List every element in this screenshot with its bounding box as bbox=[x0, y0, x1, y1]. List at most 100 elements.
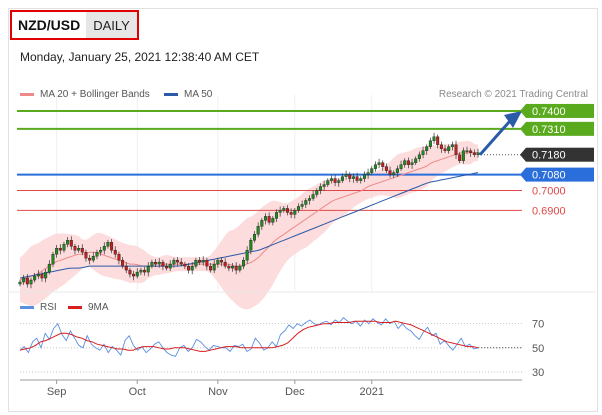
candle bbox=[139, 267, 143, 276]
candle-body bbox=[62, 244, 66, 251]
candle-body bbox=[384, 166, 388, 171]
candle bbox=[66, 237, 70, 248]
candle bbox=[304, 198, 308, 209]
legend-9ma: 9MA bbox=[68, 302, 109, 313]
candle bbox=[278, 206, 282, 217]
candle-body bbox=[22, 277, 26, 283]
candle-body bbox=[285, 208, 289, 213]
candle bbox=[362, 171, 366, 183]
candle bbox=[256, 222, 260, 238]
candle-body bbox=[29, 279, 33, 285]
candle-body bbox=[102, 246, 106, 251]
candle bbox=[406, 157, 410, 169]
candle-body bbox=[238, 265, 242, 271]
candle-body bbox=[66, 240, 70, 245]
candle bbox=[80, 244, 84, 256]
candle bbox=[348, 172, 352, 183]
candle-body bbox=[161, 261, 165, 267]
candle-body bbox=[359, 178, 363, 181]
candle bbox=[201, 256, 205, 266]
candle bbox=[212, 260, 216, 274]
ma9-legend-label: 9MA bbox=[88, 302, 109, 313]
candle-body bbox=[194, 259, 198, 267]
level-label: 0.7310 bbox=[532, 124, 566, 136]
candle bbox=[51, 251, 55, 268]
research-credit: Research © 2021 Trading Central bbox=[438, 89, 588, 100]
candle-body bbox=[18, 281, 22, 285]
candle bbox=[359, 176, 363, 184]
candle-body bbox=[274, 212, 278, 219]
candle-body bbox=[293, 210, 297, 215]
candle-body bbox=[271, 218, 275, 223]
candle bbox=[18, 279, 22, 287]
candle bbox=[165, 262, 169, 271]
candle-body bbox=[454, 144, 458, 155]
candle bbox=[198, 256, 202, 266]
candle-body bbox=[132, 273, 136, 277]
candle-body bbox=[399, 164, 403, 169]
rsi-legend-label: RSI bbox=[40, 302, 57, 313]
candle bbox=[77, 245, 81, 253]
candle bbox=[33, 272, 37, 283]
candle-body bbox=[304, 200, 308, 205]
level-labels: 0.7400 0.7310 0.7180 0.7080 0.7000 0.6900 bbox=[520, 103, 594, 217]
symbol-badge[interactable]: NZD/USD DAILY bbox=[10, 10, 139, 40]
candle bbox=[40, 271, 44, 282]
candle-body bbox=[121, 259, 125, 267]
candle-body bbox=[318, 186, 322, 191]
candle bbox=[300, 200, 304, 210]
ma50-line bbox=[19, 172, 479, 279]
level-label-pointer bbox=[520, 147, 526, 162]
candle-body bbox=[439, 144, 443, 149]
candle-body bbox=[351, 176, 355, 179]
candle-body bbox=[406, 160, 410, 165]
candle-body bbox=[443, 148, 447, 151]
candle bbox=[183, 261, 187, 270]
candle bbox=[172, 257, 176, 268]
candle-body bbox=[414, 158, 418, 163]
candle bbox=[62, 241, 66, 253]
candle-body bbox=[187, 265, 191, 271]
candle bbox=[194, 257, 198, 269]
candle bbox=[179, 258, 183, 267]
bollinger-band bbox=[20, 140, 478, 310]
candle bbox=[205, 257, 209, 271]
candle bbox=[384, 163, 388, 174]
candle-body bbox=[432, 136, 436, 141]
candle bbox=[333, 174, 337, 187]
candle bbox=[443, 144, 447, 154]
candle bbox=[403, 158, 407, 168]
candle-body bbox=[220, 259, 224, 263]
candle-body bbox=[143, 269, 147, 273]
candle bbox=[242, 256, 246, 270]
candle bbox=[274, 209, 278, 222]
candle-body bbox=[113, 250, 117, 255]
timeframe-label[interactable]: DAILY bbox=[86, 12, 137, 38]
level-label-box bbox=[526, 121, 594, 136]
candle bbox=[95, 249, 99, 260]
candle-body bbox=[95, 251, 99, 257]
candle-body bbox=[348, 174, 352, 179]
candle-body bbox=[168, 263, 172, 269]
candle bbox=[260, 217, 264, 230]
candle-body bbox=[198, 259, 202, 263]
candle bbox=[216, 257, 220, 268]
candle bbox=[135, 268, 139, 279]
ma20-legend-label: MA 20 + Bollinger Bands bbox=[40, 89, 150, 100]
candle-body bbox=[315, 190, 319, 195]
candle-body bbox=[311, 194, 315, 199]
candle bbox=[366, 168, 370, 179]
candle bbox=[187, 262, 191, 274]
candle-body bbox=[403, 160, 407, 165]
level-label-box bbox=[526, 167, 594, 182]
candle-body bbox=[377, 162, 381, 165]
candle bbox=[106, 239, 110, 249]
candle-body bbox=[172, 259, 176, 265]
candle bbox=[44, 268, 48, 283]
level-label: 0.7080 bbox=[532, 170, 566, 182]
candle bbox=[370, 166, 374, 176]
candle bbox=[410, 158, 414, 169]
candle bbox=[190, 262, 194, 275]
candle-body bbox=[227, 265, 231, 269]
rsi-swatch bbox=[20, 306, 34, 309]
